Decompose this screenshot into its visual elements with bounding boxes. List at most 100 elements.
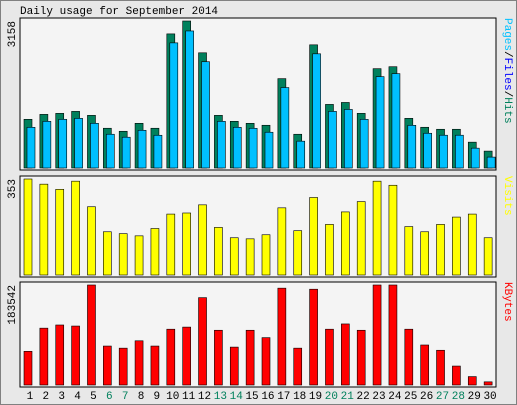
x-tick-label: 10 [166,391,179,403]
bar [420,231,429,276]
bar [325,328,334,386]
bar [71,180,80,276]
legend-text: Pages [501,18,513,51]
legend-text: KBytes [501,282,513,322]
bar [58,119,68,169]
bar [467,213,477,276]
bar [87,206,96,276]
x-tick-label: 1 [27,391,34,403]
bar [166,213,176,276]
bar [455,134,464,169]
bar [201,61,210,169]
legend-text: Files [501,58,513,91]
bar [261,234,271,276]
x-tick-label: 3 [58,391,65,403]
y-max-label: 183542 [7,285,19,325]
legend-text: / [501,91,513,98]
bar [344,109,353,169]
y-max-label: 3158 [7,21,19,47]
bar [359,119,369,169]
bar [118,347,128,386]
bar [391,73,401,169]
bar [23,351,33,386]
bar [341,323,350,386]
bar [467,376,477,386]
bar [153,134,163,169]
bar [277,287,287,386]
bar [90,123,99,169]
bar [404,328,414,386]
bar [182,212,191,276]
bar [182,326,191,386]
bar [470,147,480,169]
bar [341,211,350,276]
bar [372,284,382,386]
bar [232,127,242,169]
x-tick-label: 26 [420,391,433,403]
bar [264,131,274,169]
bar [26,127,36,169]
legend-text: / [501,51,513,58]
bar [486,156,496,169]
bar [39,327,49,386]
x-tick-label: 12 [198,391,211,403]
bar [407,125,417,169]
x-tick-label: 18 [293,391,306,403]
bar [74,118,83,169]
bar [277,207,287,276]
bar [245,329,255,386]
legend: Pages/Files/Hits [501,18,513,124]
bar [436,224,445,276]
bar [134,340,144,386]
x-tick-label: 15 [245,391,258,403]
panel [19,17,497,171]
bar [229,346,239,386]
bar [248,127,258,169]
bar [296,140,306,169]
y-max-label: 353 [7,179,19,199]
bar [452,216,461,276]
legend-text: Visits [501,176,513,216]
bar [217,121,226,169]
x-tick-label: 4 [74,391,81,403]
x-tick-label: 25 [404,391,417,403]
bar [483,237,493,276]
bar [134,235,144,276]
chart-title: Daily usage for September 2014 [20,6,218,18]
bar [214,329,223,386]
bar [309,288,318,386]
bar [439,134,448,169]
x-tick-label: 28 [452,391,465,403]
bar [388,184,398,276]
bar [280,87,290,169]
bar [121,136,131,169]
x-tick-label: 17 [277,391,290,403]
bar [420,344,429,386]
x-tick-label: 13 [214,391,227,403]
x-tick-label: 11 [182,391,196,403]
bar [39,183,49,276]
bar [23,178,33,276]
x-tick-label: 24 [388,391,402,403]
bar [150,345,160,386]
bar [214,227,223,276]
bar [185,30,194,169]
bar [55,324,65,386]
panel [19,175,497,278]
bar [436,349,445,386]
x-tick-label: 29 [468,391,481,403]
bar [106,133,115,169]
bar [293,230,303,276]
bar [452,365,461,386]
bar [325,224,334,276]
bar [423,132,432,169]
bar [55,189,65,276]
bar [372,180,382,276]
legend: KBytes [501,282,513,322]
x-tick-label: 22 [357,391,370,403]
bar [118,233,128,276]
x-tick-label: 9 [154,391,161,403]
bar [103,231,112,276]
x-tick-label: 27 [436,391,449,403]
